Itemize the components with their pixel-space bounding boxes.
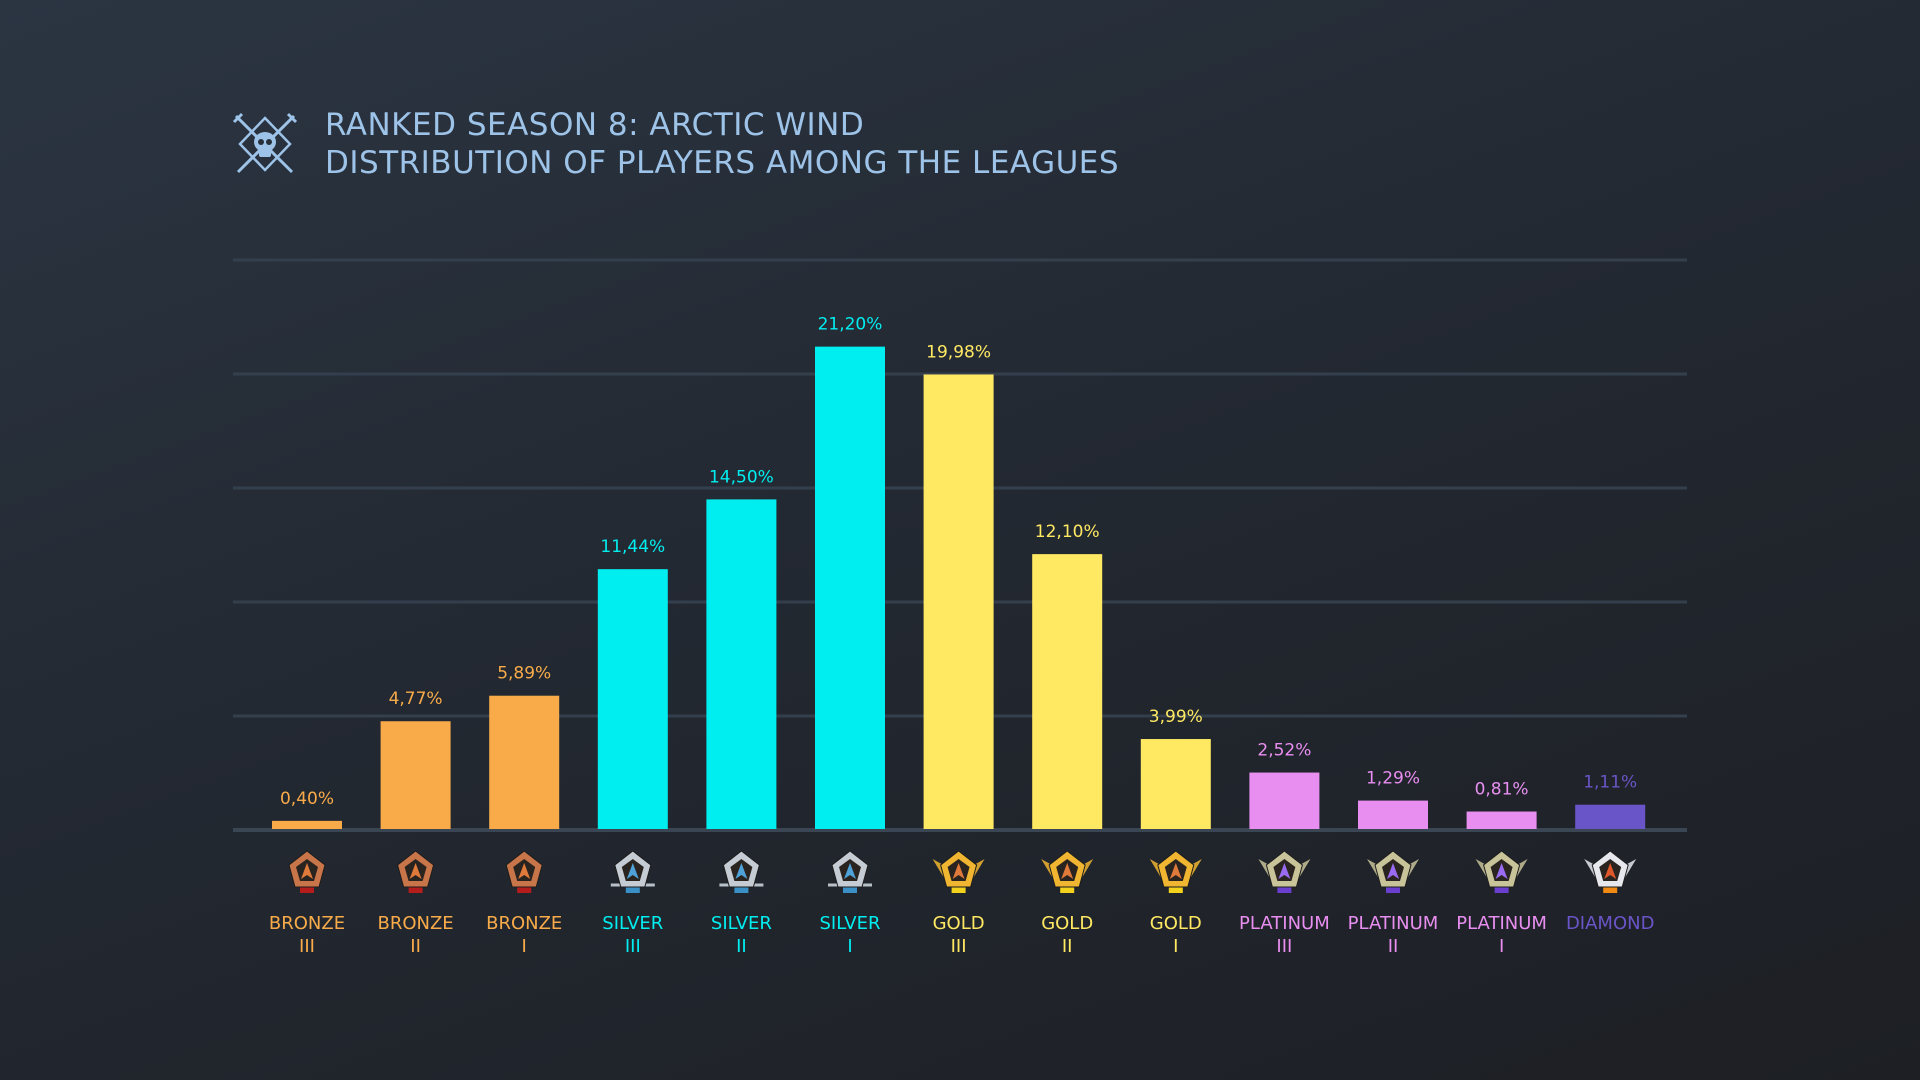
data-label: 3,99% bbox=[1149, 707, 1203, 727]
bar bbox=[1032, 554, 1103, 829]
category-label: BRONZE bbox=[486, 913, 562, 934]
silver-rank-badge-icon bbox=[828, 850, 872, 893]
bar bbox=[1140, 739, 1211, 829]
bar bbox=[1358, 800, 1428, 829]
category-label: SILVER bbox=[820, 913, 881, 934]
data-label: 11,44% bbox=[600, 537, 665, 557]
bar bbox=[1249, 772, 1320, 829]
tier-label: II bbox=[1388, 936, 1399, 957]
tier-label: I bbox=[1499, 936, 1504, 957]
category-label: GOLD bbox=[1041, 913, 1093, 934]
category-label: PLATINUM bbox=[1456, 913, 1547, 934]
tier-label: II bbox=[410, 936, 421, 957]
data-label: 0,81% bbox=[1475, 780, 1529, 800]
tier-label: III bbox=[299, 936, 315, 957]
tier-label: III bbox=[951, 936, 967, 957]
data-label: 4,77% bbox=[389, 689, 443, 709]
data-label: 1,29% bbox=[1366, 769, 1420, 789]
tier-label: II bbox=[1062, 936, 1073, 957]
gold-rank-badge-icon bbox=[1149, 850, 1202, 893]
bar bbox=[380, 721, 451, 829]
data-label: 12,10% bbox=[1035, 522, 1100, 542]
silver-rank-badge-icon bbox=[719, 850, 764, 893]
platinum-rank-badge-icon bbox=[1258, 850, 1311, 893]
platinum-rank-badge-icon bbox=[1367, 850, 1419, 893]
data-label: 14,50% bbox=[709, 467, 774, 487]
bar bbox=[706, 499, 777, 829]
bar bbox=[923, 374, 994, 829]
chart-title: RANKED SEASON 8: ARCTIC WIND DISTRIBUTIO… bbox=[325, 106, 1119, 182]
bar bbox=[815, 346, 885, 829]
data-label: 1,11% bbox=[1583, 773, 1637, 793]
category-label: SILVER bbox=[711, 913, 772, 934]
diamond-rank-badge-icon bbox=[1584, 850, 1637, 893]
category-label: GOLD bbox=[1150, 913, 1202, 934]
tier-label: I bbox=[1173, 936, 1178, 957]
data-label: 0,40% bbox=[280, 789, 334, 809]
bronze-rank-badge-icon bbox=[288, 850, 326, 893]
data-label: 5,89% bbox=[497, 664, 551, 684]
category-label: BRONZE bbox=[269, 913, 345, 934]
bar bbox=[489, 695, 560, 829]
title-line-2: DISTRIBUTION OF PLAYERS AMONG THE LEAGUE… bbox=[325, 145, 1120, 181]
tier-label: I bbox=[522, 936, 527, 957]
bar bbox=[1466, 811, 1537, 829]
category-label: SILVER bbox=[602, 913, 663, 934]
bar bbox=[597, 569, 668, 829]
data-label: 21,20% bbox=[818, 315, 883, 335]
category-label: DIAMOND bbox=[1566, 913, 1655, 934]
silver-rank-badge-icon bbox=[610, 850, 655, 893]
gold-rank-badge-icon bbox=[932, 850, 985, 893]
category-label: GOLD bbox=[933, 913, 985, 934]
tier-label: II bbox=[736, 936, 747, 957]
title-line-1: RANKED SEASON 8: ARCTIC WIND bbox=[325, 107, 865, 143]
bronze-rank-badge-icon bbox=[505, 850, 543, 893]
tier-label: I bbox=[847, 936, 852, 957]
category-label: BRONZE bbox=[377, 913, 453, 934]
tier-label: III bbox=[625, 936, 641, 957]
bronze-rank-badge-icon bbox=[397, 850, 435, 893]
bar bbox=[272, 820, 342, 829]
data-label: 2,52% bbox=[1257, 741, 1311, 761]
category-label: PLATINUM bbox=[1239, 913, 1330, 934]
bar bbox=[1575, 804, 1646, 829]
tier-label: III bbox=[1276, 936, 1292, 957]
category-label: PLATINUM bbox=[1348, 913, 1439, 934]
data-label: 19,98% bbox=[926, 342, 991, 362]
skull-crossed-swords-icon bbox=[232, 112, 298, 174]
gold-rank-badge-icon bbox=[1041, 850, 1094, 893]
platinum-rank-badge-icon bbox=[1475, 850, 1528, 893]
